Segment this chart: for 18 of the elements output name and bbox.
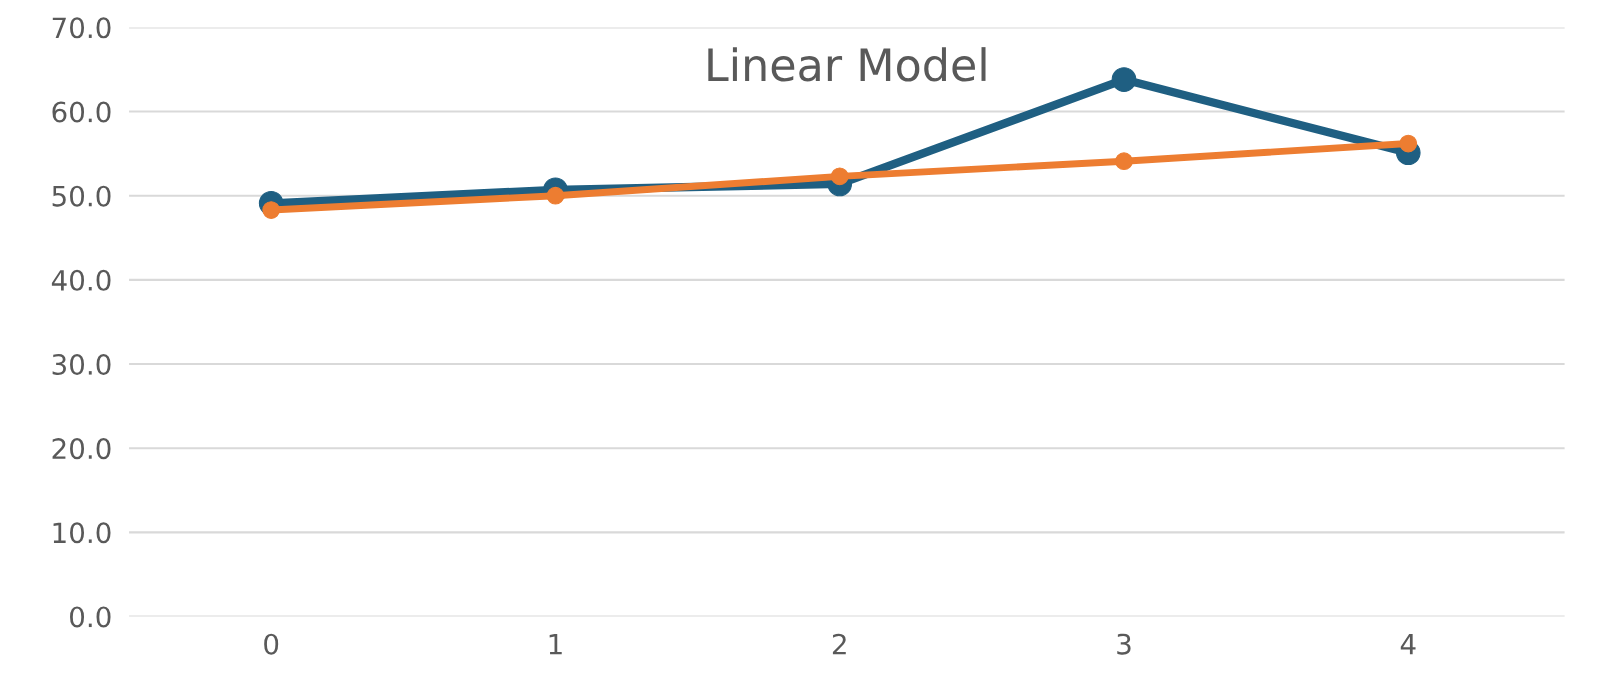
point: [830, 167, 849, 186]
y-tick-label: 60.0: [52, 101, 111, 123]
x-tick-label: 0: [264, 633, 279, 655]
y-tick-label: 40.0: [51, 269, 111, 291]
point: [1115, 152, 1133, 171]
x-tick-label: 4: [1400, 634, 1416, 655]
x-tick-label: 2: [832, 633, 846, 655]
point: [1399, 134, 1418, 153]
chart-title: Linear Model: [708, 47, 986, 82]
y-tick-label: 30.0: [52, 353, 111, 375]
y-tick-label: 10.0: [53, 522, 111, 544]
y-tick-label: 70.0: [52, 17, 111, 39]
y-tick-label: 50.0: [52, 185, 111, 207]
x-tick-label: 3: [1117, 633, 1131, 655]
y-tick-label: 0.0: [70, 606, 111, 628]
x-tick-label: 1: [549, 634, 562, 655]
y-tick-label: 20.0: [52, 438, 111, 460]
point: [1111, 67, 1137, 92]
